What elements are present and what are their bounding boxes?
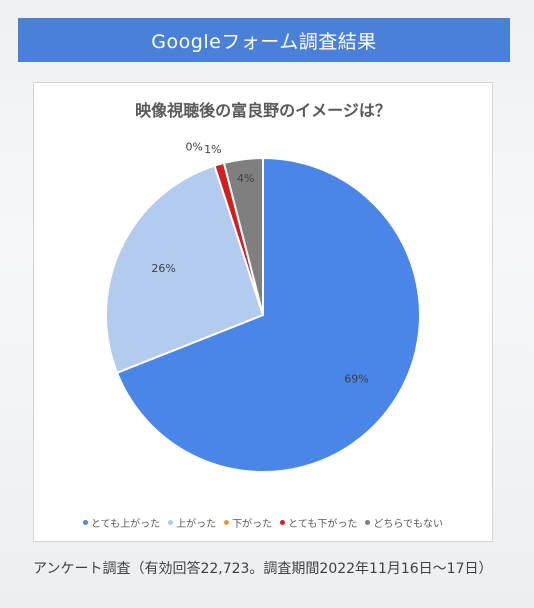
legend-label-1: とても上がった bbox=[90, 519, 161, 530]
legend-label-5: どちらでもない bbox=[373, 519, 444, 530]
data-label-5: 4% bbox=[237, 172, 254, 185]
legend-item-2: 上がった bbox=[168, 515, 216, 530]
legend-item-1: とても上がった bbox=[82, 515, 161, 530]
legend-swatch-1 bbox=[82, 520, 88, 525]
data-label-4: 1% bbox=[204, 143, 221, 156]
pie-slice-2 bbox=[105, 164, 265, 375]
survey-footnote: アンケート調査（有効回答22,723。調査期間2022年11月16日～17日） bbox=[33, 561, 493, 577]
data-label-1: 69% bbox=[344, 373, 368, 386]
pie-chart: 69% 26% 0% 1% 4% bbox=[105, 140, 421, 473]
chart-title: 映像視聴後の富良野のイメージは？ bbox=[135, 101, 391, 120]
pie-slice-1 bbox=[115, 156, 421, 473]
data-label-3: 0% bbox=[185, 140, 202, 153]
legend-item-5: どちらでもない bbox=[365, 515, 443, 530]
chart-card: 映像視聴後の富良野のイメージは？ 69% 26% 0% 1% 4% とても上がった 上がっ… bbox=[33, 82, 493, 542]
legend-label-3: 下がった bbox=[232, 519, 273, 530]
legend-item-3: 下がった bbox=[224, 515, 272, 530]
legend-swatch-4 bbox=[280, 520, 286, 525]
legend-label-4: とても下がった bbox=[288, 519, 358, 530]
legend-label-2: 上がった bbox=[176, 519, 217, 530]
data-label-2: 26% bbox=[151, 262, 175, 275]
banner-title: Googleフォーム調査結果 bbox=[18, 18, 510, 62]
chart-legend: とても上がった 上がった 下がった とても下がった どちらでもない bbox=[34, 515, 492, 530]
legend-swatch-3 bbox=[224, 520, 230, 525]
legend-swatch-5 bbox=[365, 520, 371, 525]
legend-swatch-2 bbox=[168, 520, 174, 525]
pie-slice-5 bbox=[222, 156, 264, 316]
legend-item-4: とても下がった bbox=[280, 515, 357, 530]
